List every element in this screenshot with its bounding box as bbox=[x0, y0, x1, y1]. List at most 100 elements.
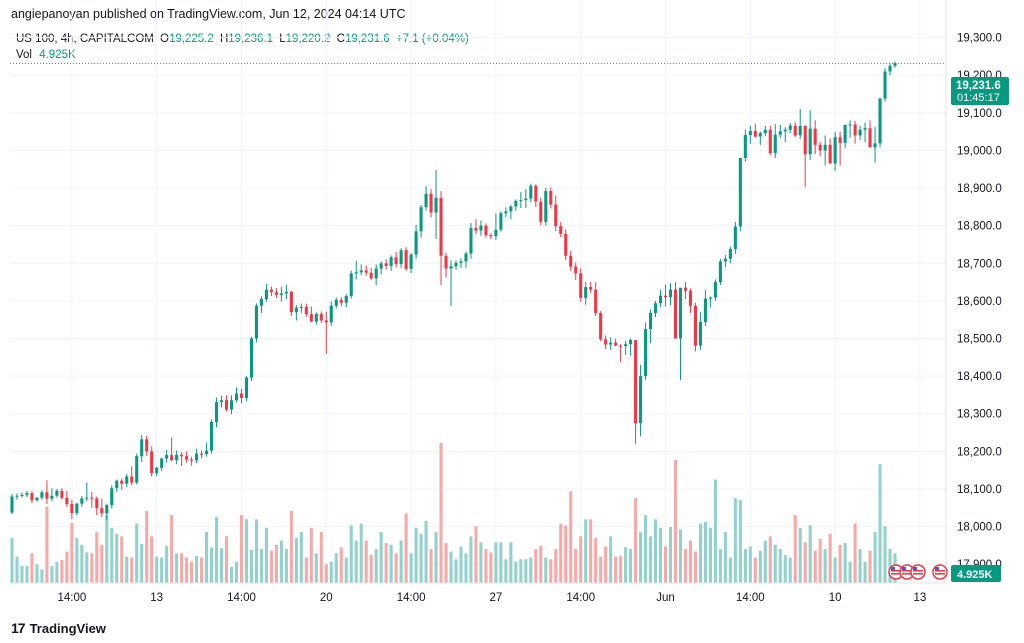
candle-body bbox=[70, 504, 74, 514]
volume-bar bbox=[100, 544, 104, 583]
candle-body bbox=[798, 126, 802, 136]
volume-bar bbox=[249, 549, 254, 583]
volume-bar bbox=[15, 556, 19, 583]
candle-body bbox=[389, 257, 393, 266]
us-flag-icon[interactable] bbox=[932, 564, 948, 580]
volume-bar bbox=[95, 532, 99, 583]
volume-bar bbox=[434, 532, 438, 583]
volume-bar bbox=[589, 519, 593, 583]
low-value: 19,220.2 bbox=[285, 33, 331, 45]
volume-bar bbox=[793, 515, 797, 583]
economic-events[interactable] bbox=[888, 564, 948, 580]
volume-bar bbox=[499, 542, 503, 583]
volume-bar bbox=[698, 523, 702, 583]
candle-body bbox=[364, 270, 368, 273]
volume-bar bbox=[329, 561, 333, 583]
candle-body bbox=[758, 133, 762, 137]
price-tick-label: 18,100.0 bbox=[957, 484, 1002, 496]
volume-bar bbox=[818, 538, 822, 583]
candle-body bbox=[489, 235, 493, 237]
candle-body bbox=[224, 400, 229, 410]
volume-badge-text: 4.925K bbox=[957, 569, 993, 581]
candle-body bbox=[110, 488, 114, 506]
volume-bar bbox=[30, 553, 34, 583]
volume-bar bbox=[110, 527, 114, 583]
last-price-text: 19,231.6 bbox=[956, 80, 1001, 92]
time-axis[interactable]: 14:00 13 14:00 20 14:00 27 14:00 Jun 14:00 10 13 bbox=[57, 592, 926, 604]
volume-bar bbox=[60, 560, 64, 583]
candle-body bbox=[624, 344, 628, 347]
candle-body bbox=[728, 248, 732, 259]
price-axis[interactable]: 19,300.019,200.019,100.019,000.018,900.0… bbox=[957, 33, 1002, 572]
volume-bar bbox=[574, 549, 578, 583]
candle-body bbox=[693, 305, 697, 346]
volume-bar bbox=[828, 533, 832, 583]
candle-body bbox=[229, 400, 234, 410]
candle-body bbox=[494, 229, 498, 237]
candle-body bbox=[244, 377, 249, 398]
candle-body bbox=[509, 206, 513, 212]
candle-body bbox=[514, 200, 518, 207]
candle-body bbox=[673, 289, 678, 339]
volume-bar bbox=[170, 515, 174, 583]
volume-bar bbox=[524, 559, 528, 583]
candle-body bbox=[314, 314, 318, 322]
price-tick-label: 18,400.0 bbox=[957, 371, 1002, 383]
candle-body bbox=[678, 287, 683, 339]
candle-body bbox=[843, 124, 847, 143]
volume-bar bbox=[459, 546, 463, 583]
footer-brand: TradingView bbox=[29, 620, 106, 636]
volume-bar bbox=[90, 553, 94, 583]
candle-body bbox=[404, 250, 408, 269]
candle-body bbox=[738, 157, 742, 227]
volume-bar bbox=[863, 561, 867, 583]
volume-bar bbox=[195, 555, 199, 583]
volume-bar bbox=[269, 550, 273, 583]
vol-value: 4.925K bbox=[39, 49, 76, 61]
candle-body bbox=[763, 129, 767, 134]
candle-body bbox=[524, 198, 528, 201]
volume-bar bbox=[389, 544, 393, 583]
volume-bar bbox=[125, 556, 129, 583]
us-flag-icon[interactable] bbox=[910, 564, 926, 580]
volume-bar bbox=[658, 527, 663, 583]
volume-bar bbox=[678, 529, 683, 583]
volume-bar bbox=[743, 549, 747, 583]
time-tick-label: 20 bbox=[320, 592, 333, 604]
symbol-name[interactable]: US 100, 4h, CAPITALCOM bbox=[16, 33, 154, 45]
candle-body bbox=[813, 128, 817, 145]
candle-body bbox=[529, 185, 533, 199]
candle-body bbox=[454, 262, 458, 267]
volume-bar bbox=[489, 552, 493, 583]
volume-bar bbox=[40, 569, 44, 583]
candle-body bbox=[239, 393, 244, 398]
volume-bar bbox=[873, 532, 877, 583]
candle-body bbox=[599, 312, 603, 340]
volume-bar bbox=[190, 561, 194, 583]
volume-bar bbox=[115, 533, 119, 583]
price-tick-label: 18,500.0 bbox=[957, 334, 1002, 346]
candle-body bbox=[793, 125, 797, 136]
candle-body bbox=[683, 287, 688, 291]
candle-body bbox=[334, 299, 338, 306]
volume-bar bbox=[444, 543, 448, 583]
candle-body bbox=[439, 197, 443, 256]
volume-bar bbox=[419, 533, 423, 583]
volume-bar bbox=[105, 515, 109, 583]
candle-body bbox=[589, 286, 593, 290]
volume-bar bbox=[693, 551, 697, 583]
candle-body bbox=[853, 124, 857, 136]
volume-bar bbox=[279, 540, 283, 583]
volume-bar bbox=[599, 556, 603, 583]
candle-body bbox=[60, 490, 64, 498]
candle-body bbox=[135, 456, 139, 483]
volume-bar bbox=[259, 549, 263, 583]
volume-bar bbox=[788, 557, 792, 583]
candle-body bbox=[614, 342, 618, 346]
volume-bar bbox=[519, 559, 523, 583]
candle-body bbox=[180, 454, 184, 457]
candle-body bbox=[833, 137, 837, 164]
candle-body bbox=[444, 255, 448, 269]
volume-bar bbox=[379, 532, 383, 583]
